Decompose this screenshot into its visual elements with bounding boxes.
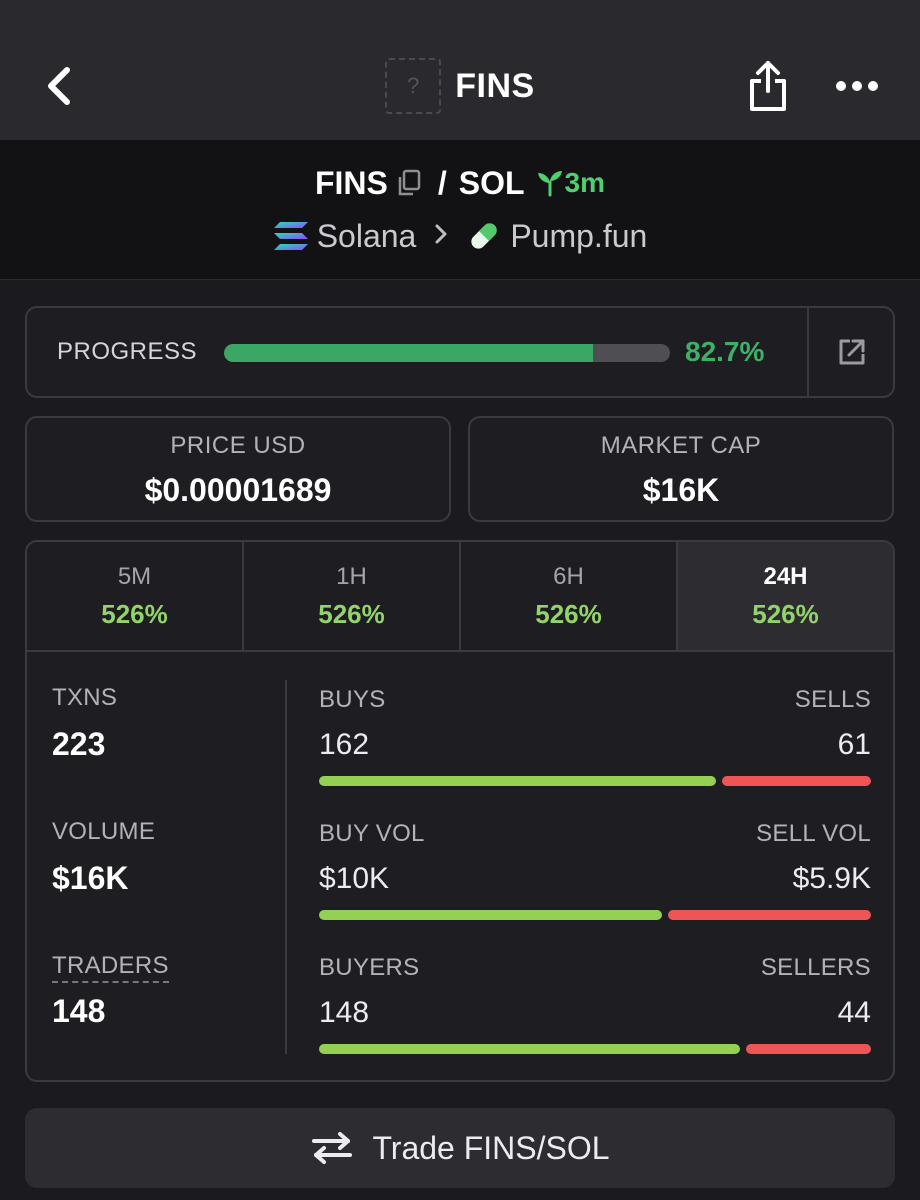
pill-icon <box>471 223 497 249</box>
traders-value: 148 <box>52 993 106 1029</box>
tab-5m[interactable]: 5M 526% <box>27 542 244 650</box>
chevron-right-icon <box>434 221 448 252</box>
market-cap-value: $16K <box>642 472 720 508</box>
pair-age-value: 3m <box>564 167 606 198</box>
market-cap-card: MARKET CAP $16K <box>468 416 894 522</box>
volume-stat: VOLUME $16K <box>52 818 272 897</box>
open-external-button[interactable] <box>809 308 895 396</box>
swap-arrows-icon <box>310 1131 354 1165</box>
copy-address-button[interactable] <box>396 169 422 197</box>
buy-sell-volume-bar <box>319 910 871 920</box>
traders-label[interactable]: TRADERS <box>52 952 169 983</box>
buys-value: 162 <box>319 728 370 761</box>
progress-bar <box>224 344 670 362</box>
buy-vol-value: $10K <box>319 862 390 895</box>
pair-line: FINS / SOL 3m <box>0 160 920 206</box>
share-icon <box>750 61 786 111</box>
buyers-bar-segment <box>319 1044 740 1054</box>
tab-change-value: 526% <box>318 598 385 629</box>
copy-icon <box>398 169 421 196</box>
pair-quote-symbol: SOL <box>458 164 525 201</box>
tab-label: 5M <box>117 562 152 590</box>
chevron-left-icon <box>48 67 70 105</box>
tab-label: 6H <box>553 562 584 590</box>
sell-vol-value: $5.9K <box>792 862 871 895</box>
volume-value: $16K <box>52 860 129 896</box>
txns-value: 223 <box>52 726 106 762</box>
tab-24h[interactable]: 24H 526% <box>678 542 893 650</box>
solana-logo-icon <box>273 222 308 250</box>
traders-stat: TRADERS 148 <box>52 952 272 1030</box>
pair-age: 3m <box>535 167 605 199</box>
dex-link[interactable] <box>466 218 502 254</box>
pair-base-symbol: FINS <box>314 164 388 201</box>
chain-name[interactable]: Solana <box>316 217 417 254</box>
top-bar: ? FINS <box>0 0 920 140</box>
pair-header: FINS / SOL 3m <box>0 140 920 280</box>
page-title: FINS <box>455 66 535 105</box>
buys-label: BUYS <box>319 686 386 713</box>
pair-separator: / <box>437 164 447 201</box>
sell-vol-bar-segment <box>668 910 871 920</box>
sells-label: SELLS <box>794 686 871 713</box>
buyers-value: 148 <box>319 996 370 1029</box>
txns-stat: TXNS 223 <box>52 684 272 763</box>
sellers-label: SELLERS <box>760 954 871 981</box>
external-link-icon <box>839 339 865 365</box>
sellers-bar-segment <box>746 1044 871 1054</box>
volume-label: VOLUME <box>52 818 156 845</box>
price-usd-card: PRICE USD $0.00001689 <box>25 416 451 522</box>
sell-vol-label: SELL VOL <box>756 820 871 847</box>
sellers-value: 44 <box>837 996 871 1029</box>
trade-button[interactable]: Trade FINS/SOL <box>25 1108 895 1188</box>
stats-divider <box>285 680 287 1054</box>
buy-sell-volume-ratio: BUY VOL SELL VOL $10K $5.9K <box>319 820 871 930</box>
tab-change-value: 526% <box>101 598 168 629</box>
buyers-label: BUYERS <box>319 954 420 981</box>
progress-percent: 82.7% <box>685 336 765 367</box>
txns-label: TXNS <box>52 684 118 711</box>
market-cap-label: MARKET CAP <box>600 432 762 459</box>
buyers-sellers-ratio: BUYERS SELLERS 148 44 <box>319 954 871 1064</box>
buy-vol-bar-segment <box>319 910 662 920</box>
trading-stats-card: 5M 526% 1H 526% 6H 526% 24H 526% TXNS 22… <box>25 540 895 1082</box>
buys-bar-segment <box>319 776 716 786</box>
seedling-icon <box>537 171 562 197</box>
back-button[interactable] <box>32 58 84 114</box>
tab-label: 24H <box>763 562 808 590</box>
progress-label: PROGRESS <box>57 338 198 365</box>
sells-value: 61 <box>837 728 871 761</box>
chain-breadcrumb: Solana Pump.fun <box>0 214 920 258</box>
tab-1h[interactable]: 1H 526% <box>244 542 461 650</box>
more-options-button[interactable] <box>828 60 886 112</box>
buy-vol-label: BUY VOL <box>319 820 425 847</box>
buys-sells-bar <box>319 776 871 786</box>
share-button[interactable] <box>740 54 796 118</box>
solana-chain-link[interactable] <box>273 221 309 251</box>
price-usd-value: $0.00001689 <box>144 472 332 508</box>
price-usd-label: PRICE USD <box>170 432 306 459</box>
buyers-sellers-bar <box>319 1044 871 1054</box>
tab-6h[interactable]: 6H 526% <box>461 542 678 650</box>
dex-name[interactable]: Pump.fun <box>510 217 648 254</box>
progress-divider <box>807 308 809 396</box>
buys-sells-ratio: BUYS SELLS 162 61 <box>319 686 871 796</box>
trade-button-label: Trade FINS/SOL <box>372 1129 610 1166</box>
sells-bar-segment <box>722 776 871 786</box>
progress-card: PROGRESS 82.7% <box>25 306 895 398</box>
tab-change-value: 526% <box>535 598 602 629</box>
progress-bar-fill <box>224 344 593 362</box>
token-image-placeholder: ? <box>385 58 442 114</box>
tab-label: 1H <box>336 562 367 590</box>
more-horizontal-icon <box>836 81 878 91</box>
token-placeholder-glyph: ? <box>407 73 420 98</box>
tab-change-value: 526% <box>752 598 819 629</box>
timeframe-tabs: 5M 526% 1H 526% 6H 526% 24H 526% <box>27 542 893 652</box>
